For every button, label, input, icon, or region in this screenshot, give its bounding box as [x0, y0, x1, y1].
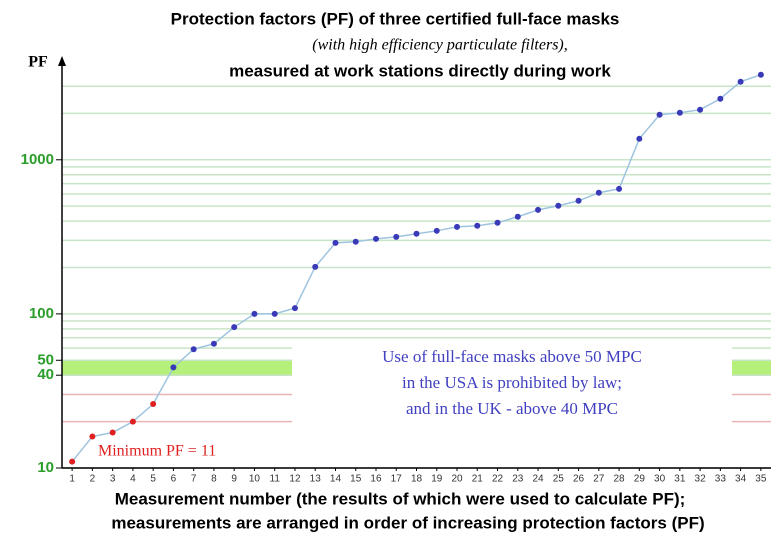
data-point	[109, 429, 116, 436]
x-tick-label: 13	[310, 474, 322, 485]
data-point	[575, 197, 582, 204]
x-tick-label: 31	[674, 474, 686, 485]
data-point	[737, 78, 744, 85]
x-tick-label: 12	[289, 474, 301, 485]
x-tick-label: 18	[411, 474, 423, 485]
data-point	[393, 233, 400, 240]
data-point	[150, 401, 157, 408]
x-tick-label: 21	[472, 474, 484, 485]
y-tick-label: 50	[37, 351, 54, 368]
x-tick-label: 4	[130, 474, 136, 485]
data-point	[352, 238, 359, 245]
data-point	[190, 346, 197, 353]
data-point	[332, 239, 339, 246]
x-tick-label: 32	[695, 474, 707, 485]
x-tick-label: 25	[553, 474, 565, 485]
x-tick-label: 27	[593, 474, 605, 485]
data-point	[717, 95, 724, 102]
x-tick-label: 19	[431, 474, 443, 485]
data-point	[251, 310, 258, 317]
x-tick-label: 11	[270, 474, 281, 485]
chart-subtitle: measured at work stations directly durin…	[229, 61, 611, 80]
data-point	[676, 109, 683, 116]
x-tick-label: 23	[512, 474, 524, 485]
x-tick-label: 17	[391, 474, 403, 485]
y-tick-label: 10	[37, 459, 54, 476]
data-point	[170, 364, 177, 371]
x-tick-label: 29	[634, 474, 646, 485]
x-tick-label: 9	[231, 474, 237, 485]
chart-subtitle: (with high efficiency particulate filter…	[312, 37, 568, 54]
data-point	[210, 340, 217, 347]
annotation-box	[292, 346, 732, 426]
x-tick-label: 3	[110, 474, 116, 485]
data-point	[757, 71, 764, 78]
y-axis-arrow	[58, 56, 66, 66]
x-tick-label: 1	[69, 474, 75, 485]
data-point	[312, 263, 319, 270]
data-point	[494, 219, 501, 226]
data-point	[656, 111, 663, 118]
data-point	[129, 418, 136, 425]
x-tick-label: 35	[755, 474, 767, 485]
x-axis-label: measurements are arranged in order of in…	[111, 513, 704, 532]
data-point	[514, 213, 521, 220]
x-tick-label: 15	[350, 474, 362, 485]
data-point	[271, 310, 278, 317]
x-tick-label: 16	[370, 474, 382, 485]
x-tick-label: 10	[249, 474, 261, 485]
x-tick-label: 7	[191, 474, 197, 485]
x-tick-label: 24	[532, 474, 544, 485]
data-point	[413, 230, 420, 237]
x-tick-label: 5	[150, 474, 156, 485]
data-point	[697, 106, 704, 113]
x-tick-label: 30	[654, 474, 666, 485]
x-tick-label: 14	[330, 474, 342, 485]
chart-title: Protection factors (PF) of three certifi…	[171, 9, 620, 28]
data-point	[69, 458, 76, 465]
data-point	[474, 222, 481, 229]
annotation: Use of full-face masks above 50 MPC	[382, 347, 642, 366]
y-tick-label: 100	[29, 305, 54, 322]
x-axis-label: Measurement number (the results of which…	[115, 489, 686, 508]
y-tick-label: 1000	[21, 151, 54, 168]
annotation: in the USA is prohibited by law;	[402, 373, 622, 392]
x-tick-label: 20	[451, 474, 463, 485]
x-tick-label: 2	[90, 474, 96, 485]
y-tick-label: 40	[37, 366, 54, 383]
x-tick-label: 22	[492, 474, 504, 485]
data-point	[616, 185, 623, 192]
data-point	[372, 235, 379, 242]
x-tick-label: 33	[715, 474, 727, 485]
x-tick-label: 8	[211, 474, 217, 485]
data-point	[595, 189, 602, 196]
min-label: Minimum PF = 11	[98, 443, 216, 460]
x-tick-label: 34	[735, 474, 747, 485]
annotation: and in the UK - above 40 MPC	[406, 399, 618, 418]
data-point	[89, 433, 96, 440]
data-point	[291, 305, 298, 312]
data-point	[433, 227, 440, 234]
data-point	[535, 206, 542, 213]
data-point	[636, 135, 643, 142]
x-tick-label: 6	[171, 474, 177, 485]
data-point	[454, 223, 461, 230]
data-point	[555, 202, 562, 209]
x-tick-label: 26	[573, 474, 585, 485]
y-axis-label: PF	[28, 54, 48, 71]
data-point	[231, 324, 238, 331]
x-tick-label: 28	[614, 474, 626, 485]
